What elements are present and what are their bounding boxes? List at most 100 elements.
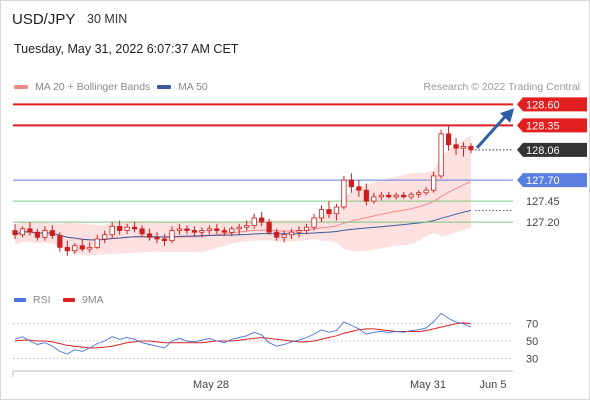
level-tag-0 bbox=[517, 97, 587, 112]
copyright-label: Research © 2022 Trading Central bbox=[423, 81, 580, 93]
candle-body bbox=[214, 228, 220, 231]
rsi-line bbox=[14, 312, 472, 355]
candle-body bbox=[161, 238, 168, 242]
level-label-2: 127.70 bbox=[526, 175, 560, 187]
candle-body bbox=[176, 228, 183, 231]
candle-body bbox=[333, 206, 340, 215]
candle-body bbox=[49, 230, 55, 236]
candle-body bbox=[87, 246, 93, 250]
ma50-line bbox=[14, 209, 472, 241]
level-label-3: 127.45 bbox=[526, 196, 560, 208]
candle-body bbox=[438, 133, 444, 177]
candle-body bbox=[154, 236, 160, 240]
candle-body bbox=[102, 234, 108, 240]
symbol-title: USD/JPY bbox=[12, 11, 76, 28]
candle-body bbox=[386, 194, 392, 198]
candle-body bbox=[79, 245, 85, 250]
level-tag-1 bbox=[517, 118, 587, 133]
x-tick-label: Jun 5 bbox=[480, 379, 507, 391]
candle-body bbox=[19, 228, 26, 236]
rsi-ma-label: 9MA bbox=[82, 294, 104, 306]
candle-body bbox=[94, 238, 100, 248]
ma20-label: MA 20 + Bollinger Bands bbox=[35, 81, 151, 93]
candle-body bbox=[326, 209, 332, 215]
level-tag-2 bbox=[517, 173, 587, 188]
candle-body bbox=[356, 186, 362, 191]
rsi-tick-label: 30 bbox=[526, 353, 538, 365]
candle-body bbox=[42, 230, 48, 238]
candle-body bbox=[408, 193, 414, 198]
candle-body bbox=[363, 189, 369, 202]
candle-body bbox=[266, 221, 272, 233]
candle-body bbox=[124, 226, 130, 231]
candle-body bbox=[445, 133, 452, 146]
legend-ma20: MA 20 + Bollinger Bands bbox=[14, 81, 150, 93]
rsi-tick-label: 70 bbox=[526, 319, 538, 331]
level-label-1: 128.35 bbox=[526, 120, 560, 132]
candle-body bbox=[318, 209, 325, 219]
level-label-4: 127.20 bbox=[526, 217, 560, 229]
candle-body bbox=[274, 231, 280, 238]
candle-body bbox=[251, 217, 257, 226]
candle-body bbox=[303, 226, 310, 231]
datetime-label: Tuesday, May 31, 2022 6:07:37 AM CET bbox=[14, 42, 239, 56]
x-tick-label: May 28 bbox=[193, 379, 229, 391]
candle-body bbox=[206, 228, 212, 231]
ma50-swatch bbox=[157, 85, 171, 89]
rsi-tick-label: 50 bbox=[526, 336, 538, 348]
candle-body bbox=[169, 230, 175, 242]
candle-body bbox=[244, 225, 250, 228]
candle-body bbox=[431, 175, 437, 191]
current-price-label: 128.06 bbox=[526, 145, 560, 157]
x-tick-label: May 31 bbox=[410, 379, 446, 391]
candle-body bbox=[146, 233, 153, 238]
candle-body bbox=[416, 192, 422, 195]
rsi-label: RSI bbox=[33, 294, 51, 306]
candle-body bbox=[296, 230, 302, 233]
candle-body bbox=[199, 230, 205, 233]
candle-body bbox=[191, 230, 198, 233]
candle-body bbox=[460, 146, 467, 149]
candle-body bbox=[348, 179, 354, 188]
candle-body bbox=[139, 228, 145, 235]
candle-body bbox=[288, 231, 295, 236]
candle-body bbox=[281, 234, 287, 238]
timeframe-label: 30 MIN bbox=[87, 12, 128, 26]
legend-ma50: MA 50 bbox=[157, 81, 208, 93]
ma50-label: MA 50 bbox=[178, 81, 208, 93]
candle-body bbox=[72, 245, 78, 252]
rsi-ma-line bbox=[14, 322, 472, 349]
candle-body bbox=[184, 228, 190, 231]
legend-rsi: RSI bbox=[14, 294, 51, 306]
candle-body bbox=[34, 231, 41, 238]
rsi-swatch bbox=[14, 298, 26, 302]
candle-body bbox=[64, 246, 70, 252]
candle-body bbox=[57, 235, 63, 248]
candle-body bbox=[109, 225, 115, 236]
ma20-swatch bbox=[14, 85, 28, 89]
legend-rsi-ma: 9MA bbox=[63, 294, 104, 306]
candle-body bbox=[423, 189, 429, 194]
candle-body bbox=[12, 230, 18, 236]
candle-body bbox=[468, 146, 474, 151]
candle-body bbox=[117, 225, 123, 231]
candle-body bbox=[401, 194, 407, 198]
candle-body bbox=[393, 194, 399, 198]
candle-body bbox=[259, 217, 265, 223]
candle-body bbox=[27, 228, 33, 233]
candle-body bbox=[229, 228, 235, 233]
candle-body bbox=[236, 226, 242, 230]
candle-body bbox=[453, 144, 459, 149]
candle-body bbox=[371, 196, 377, 202]
candle-body bbox=[311, 217, 317, 228]
candle-body bbox=[341, 179, 347, 208]
candle-body bbox=[221, 230, 227, 233]
rsi-ma-swatch bbox=[63, 298, 75, 302]
forecast-arrow-head bbox=[500, 108, 514, 123]
forecast-arrow-shaft bbox=[475, 112, 510, 149]
candle-body bbox=[378, 194, 384, 198]
candle-body bbox=[132, 226, 138, 230]
bollinger-band bbox=[15, 135, 471, 256]
